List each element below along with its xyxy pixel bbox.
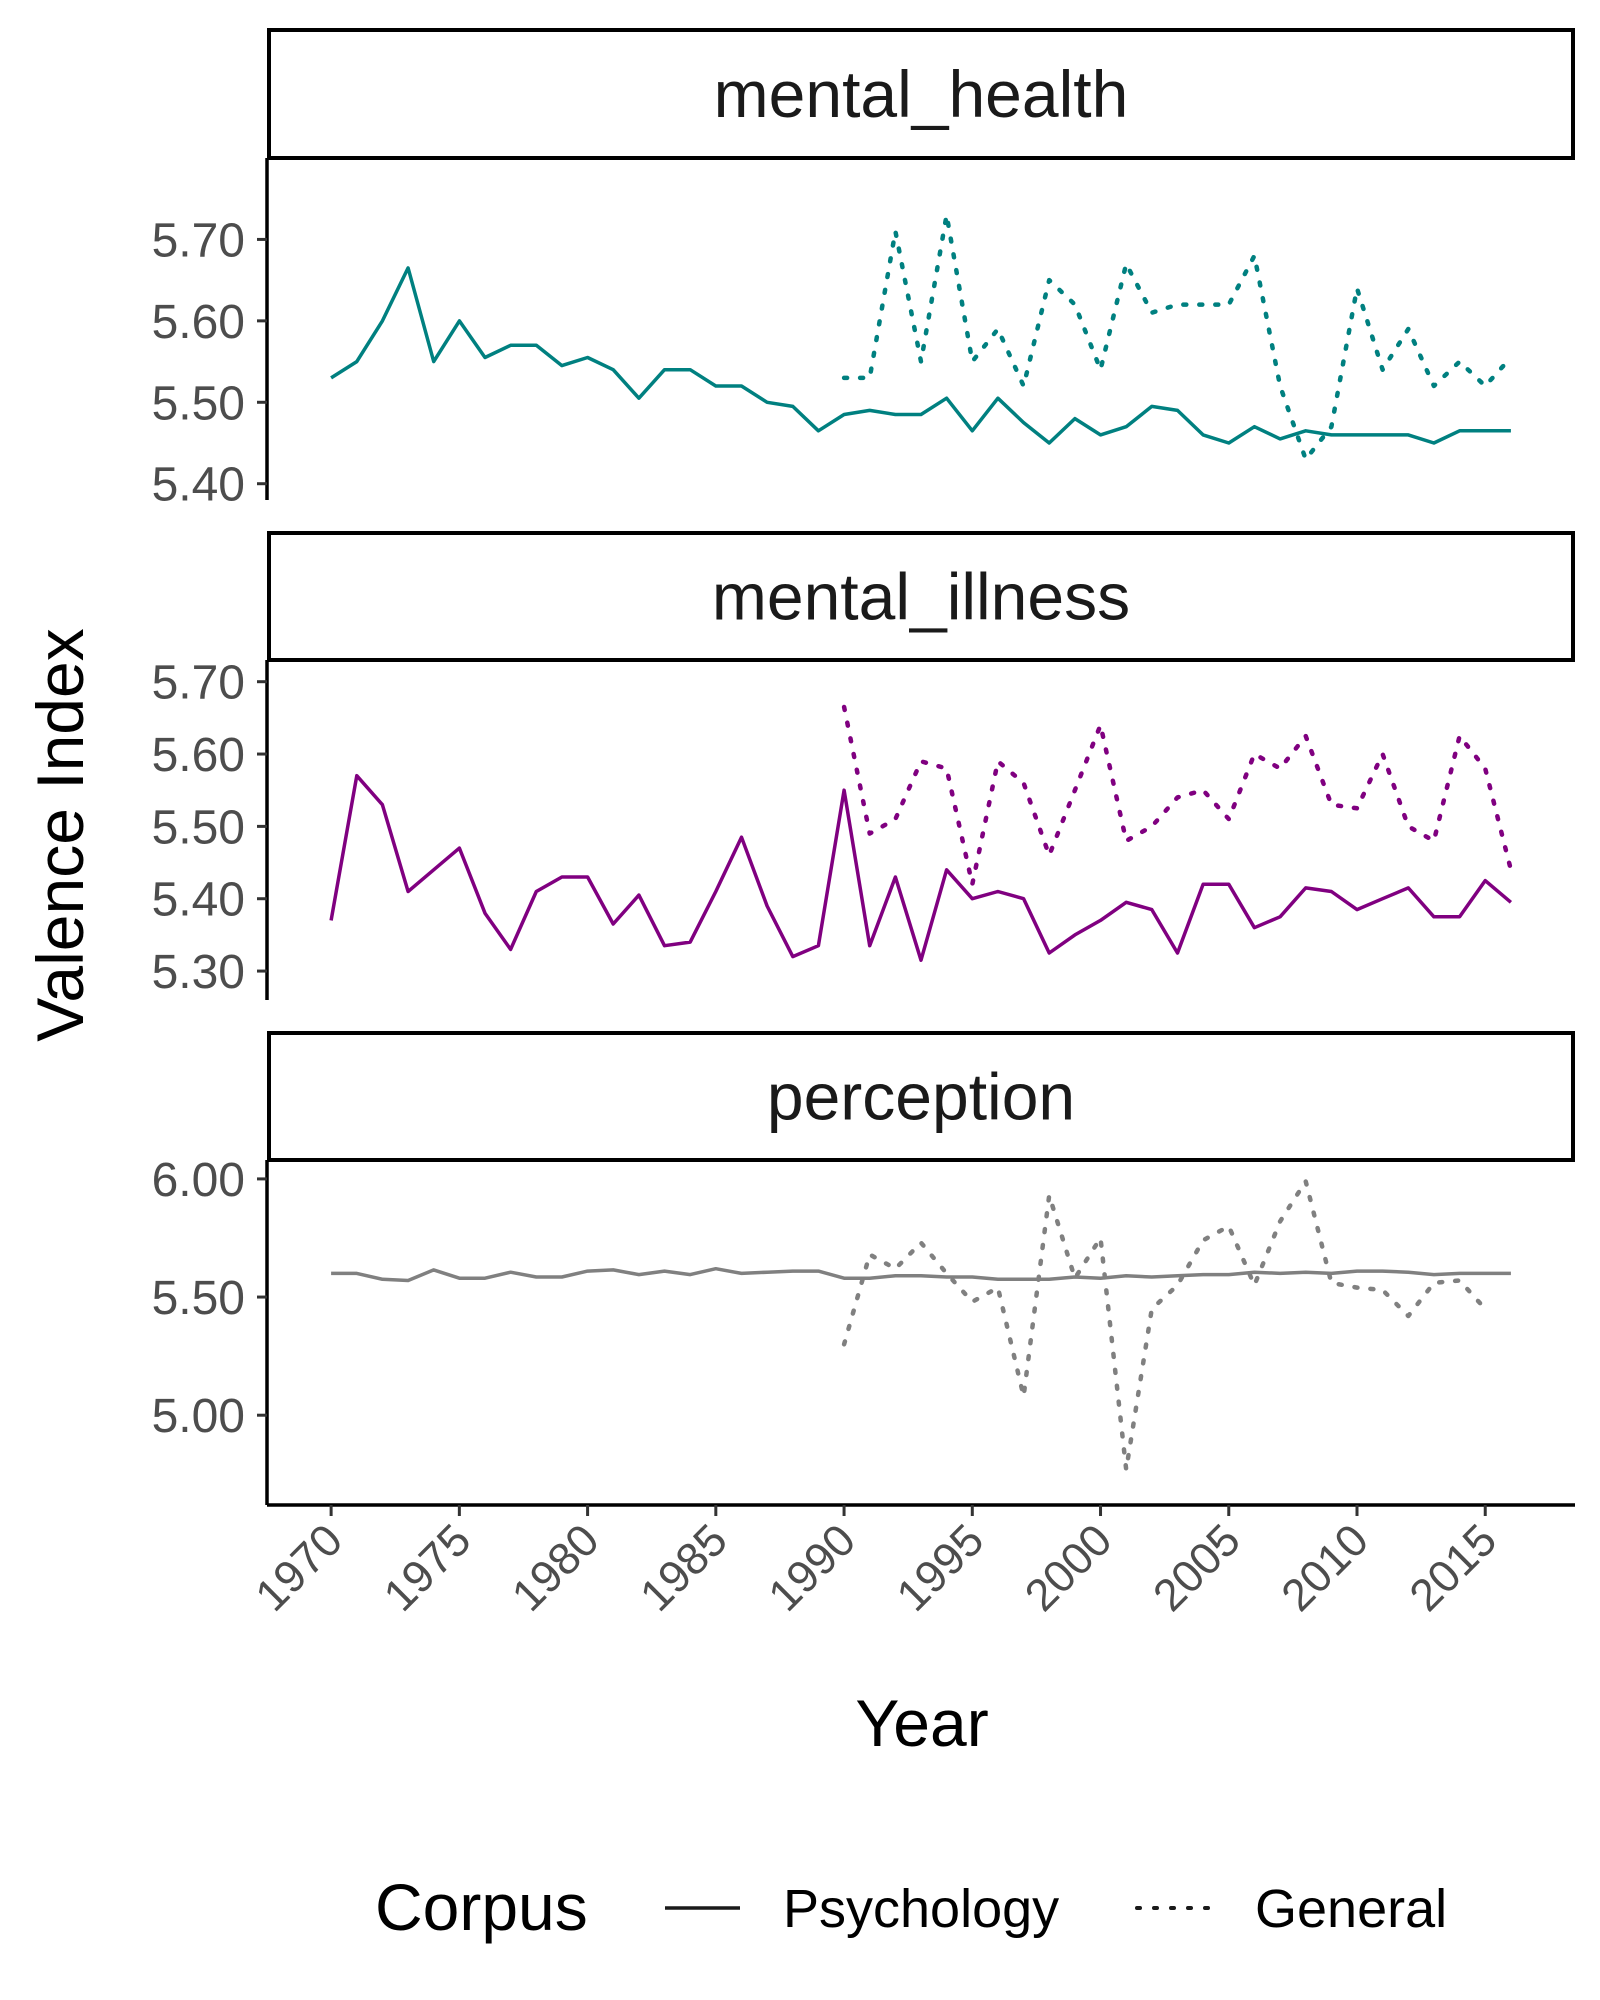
x-tick-label: 2010	[1271, 1514, 1378, 1621]
x-axis-title: Year	[855, 1686, 988, 1760]
y-tick-label: 5.50	[152, 801, 245, 854]
x-tick-label: 2005	[1143, 1514, 1250, 1621]
x-axis: 1970 1975 1980 1985 1990 1995 2000 2005 2010 2015	[245, 1503, 1575, 1621]
facet-strip-label: mental_health	[714, 57, 1129, 131]
panels-layer: mental_health5.405.505.605.70mental_illn…	[152, 28, 1575, 1505]
x-tick-label: 2000	[1015, 1514, 1122, 1621]
panel-perception: perception 5.00 5.50 6.00	[152, 1031, 1575, 1505]
y-tick-label: 5.70	[152, 214, 245, 267]
legend-label-psychology: Psychology	[783, 1879, 1059, 1939]
facet-strip	[267, 28, 1575, 160]
series-line-general	[841, 212, 1514, 462]
series-line-general	[841, 704, 1514, 887]
series-line-psychology	[329, 773, 1513, 962]
x-tick-label: 1975	[374, 1514, 481, 1621]
x-tick-label: 2015	[1399, 1514, 1506, 1621]
legend-label-general: General	[1255, 1879, 1447, 1939]
y-tick-label: 5.00	[152, 1390, 245, 1443]
y-tick-label: 5.60	[152, 296, 245, 349]
x-tick-label: 1980	[502, 1514, 609, 1621]
x-tick-label: 1985	[630, 1514, 737, 1621]
y-axis-title: Valence Index	[23, 628, 97, 1041]
y-tick-label: 5.40	[152, 459, 245, 512]
panel-mental-illness: mental_illness 5.30 5.40 5.50 5.60 5.70	[152, 531, 1575, 1000]
y-tick-label: 5.70	[152, 657, 245, 710]
x-tick-label: 1995	[887, 1514, 994, 1621]
facet-strip	[267, 1031, 1575, 1162]
x-tick-label: 1990	[758, 1514, 865, 1621]
panel-mental-health: mental_health 5.40 5.50 5.60 5.70	[152, 28, 1575, 512]
y-tick-label: 5.40	[152, 874, 245, 927]
x-tick-label: 1970	[245, 1514, 352, 1621]
facet-strip-label: perception	[767, 1060, 1075, 1134]
series-line-psychology	[330, 266, 1511, 445]
y-tick-label: 5.60	[152, 729, 245, 782]
series-line-general	[841, 1179, 1488, 1472]
legend-title: Corpus	[375, 1870, 588, 1944]
y-tick-label: 6.00	[152, 1154, 245, 1207]
facet-strip-label: mental_illness	[712, 560, 1130, 634]
legend: Corpus Psychology General	[375, 1870, 1447, 1944]
y-tick-label: 5.30	[152, 946, 245, 999]
series-line-psychology	[331, 1266, 1511, 1283]
y-tick-label: 5.50	[152, 1272, 245, 1325]
facet-strip	[267, 531, 1575, 662]
y-tick-label: 5.50	[152, 377, 245, 430]
